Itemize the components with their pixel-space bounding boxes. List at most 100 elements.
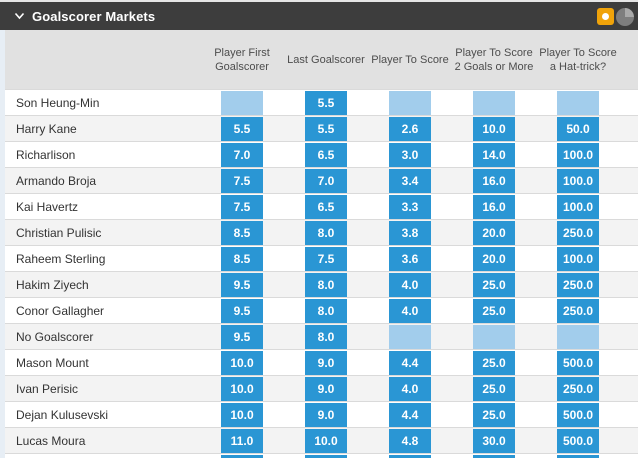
odds-cell[interactable]: 8.0 <box>305 273 347 298</box>
ball-dot <box>602 13 609 20</box>
odds-cell[interactable]: 10.0 <box>221 377 263 402</box>
odds-cell[interactable]: 10.0 <box>221 351 263 376</box>
odds-cell[interactable]: 250.0 <box>557 221 599 246</box>
column-header: Last Goalscorer <box>287 53 365 66</box>
odds-cell[interactable]: 9.0 <box>305 351 347 376</box>
player-name: Ivan Perisic <box>16 382 79 396</box>
odds-cell-suspended <box>389 91 431 116</box>
odds-cell[interactable]: 25.0 <box>473 299 515 324</box>
odds-cell[interactable]: 7.5 <box>305 247 347 272</box>
odds-cell[interactable]: 7.5 <box>221 195 263 220</box>
odds-cell[interactable]: 25.0 <box>473 377 515 402</box>
top-edge-line <box>0 0 638 2</box>
odds-cell[interactable]: 7.0 <box>221 143 263 168</box>
table-row: Conor Gallagher 9.5 8.0 4.0 25.0 250.0 <box>5 297 638 324</box>
chevron-down-icon[interactable] <box>14 12 25 20</box>
odds-cell[interactable]: 3.0 <box>389 143 431 168</box>
odds-cell[interactable]: 25.0 <box>473 351 515 376</box>
odds-cell[interactable]: 2.6 <box>389 117 431 142</box>
odds-cell[interactable]: 8.5 <box>221 247 263 272</box>
odds-cell[interactable]: 3.8 <box>389 221 431 246</box>
table-row: Ivan Perisic 10.0 9.0 4.0 25.0 250.0 <box>5 375 638 402</box>
player-name: Lucas Moura <box>16 434 86 448</box>
odds-cell[interactable]: 3.4 <box>389 169 431 194</box>
odds-cell[interactable]: 8.5 <box>221 221 263 246</box>
odds-cell[interactable]: 25.0 <box>473 403 515 428</box>
column-headers-row: Player First Goalscorer Last Goalscorer Pl… <box>5 30 638 89</box>
odds-cell[interactable]: 5.5 <box>305 117 347 142</box>
odds-cell[interactable]: 6.5 <box>305 195 347 220</box>
odds-cell[interactable]: 7.0 <box>305 169 347 194</box>
odds-cell[interactable] <box>473 455 515 458</box>
player-name: Dejan Kulusevski <box>16 408 109 422</box>
match-clock-icon[interactable] <box>616 8 634 26</box>
player-name: Richarlison <box>16 148 76 162</box>
odds-cell[interactable]: 14.0 <box>473 143 515 168</box>
odds-cell[interactable]: 30.0 <box>473 429 515 454</box>
column-header: Player First Goalscorer <box>214 46 270 73</box>
odds-cell[interactable]: 9.0 <box>305 377 347 402</box>
odds-cell-suspended <box>557 325 599 350</box>
odds-cell[interactable]: 4.4 <box>389 403 431 428</box>
odds-cell[interactable]: 10.0 <box>305 429 347 454</box>
odds-cell[interactable] <box>221 455 263 458</box>
odds-cell[interactable]: 9.5 <box>221 299 263 324</box>
odds-cell[interactable]: 250.0 <box>557 377 599 402</box>
odds-cell[interactable]: 10.0 <box>473 117 515 142</box>
odds-cell[interactable]: 8.0 <box>305 325 347 350</box>
odds-cell[interactable]: 10.0 <box>221 403 263 428</box>
odds-cell[interactable] <box>557 455 599 458</box>
table-row: Hakim Ziyech 9.5 8.0 4.0 25.0 250.0 <box>5 271 638 298</box>
odds-table: Son Heung-Min 5.5 Harry Kane 5.5 5.5 2.6 10.0 5… <box>5 89 638 458</box>
odds-cell[interactable]: 5.5 <box>305 91 347 116</box>
table-row-partial <box>5 453 638 458</box>
odds-cell[interactable]: 8.0 <box>305 299 347 324</box>
odds-cell[interactable]: 500.0 <box>557 429 599 454</box>
odds-cell[interactable]: 250.0 <box>557 273 599 298</box>
odds-cell[interactable]: 8.0 <box>305 221 347 246</box>
odds-cell[interactable]: 6.5 <box>305 143 347 168</box>
odds-cell[interactable]: 100.0 <box>557 247 599 272</box>
odds-cell[interactable]: 4.0 <box>389 377 431 402</box>
odds-cell[interactable]: 9.0 <box>305 403 347 428</box>
odds-cell[interactable]: 3.6 <box>389 247 431 272</box>
odds-cell[interactable]: 5.5 <box>221 117 263 142</box>
player-name: Mason Mount <box>16 356 89 370</box>
left-gutter <box>0 30 5 458</box>
odds-cell[interactable]: 4.8 <box>389 429 431 454</box>
odds-cell[interactable]: 4.4 <box>389 351 431 376</box>
column-header: Player To Score <box>371 53 449 66</box>
odds-cell[interactable]: 4.0 <box>389 273 431 298</box>
odds-cell[interactable]: 500.0 <box>557 351 599 376</box>
bet-boost-ball-icon[interactable] <box>597 8 614 25</box>
odds-cell[interactable]: 3.3 <box>389 195 431 220</box>
odds-cell[interactable]: 4.0 <box>389 299 431 324</box>
odds-cell[interactable] <box>389 455 431 458</box>
odds-cell[interactable]: 250.0 <box>557 299 599 324</box>
market-group-header-bar[interactable]: Goalscorer Markets <box>0 2 638 30</box>
player-name: Son Heung-Min <box>16 96 100 110</box>
odds-cell[interactable]: 500.0 <box>557 403 599 428</box>
table-row: Mason Mount 10.0 9.0 4.4 25.0 500.0 <box>5 349 638 376</box>
odds-cell[interactable]: 100.0 <box>557 143 599 168</box>
odds-cell[interactable]: 100.0 <box>557 195 599 220</box>
player-name: Raheem Sterling <box>16 252 106 266</box>
table-row: Christian Pulisic 8.5 8.0 3.8 20.0 250.0 <box>5 219 638 246</box>
odds-cell[interactable]: 50.0 <box>557 117 599 142</box>
odds-cell[interactable]: 25.0 <box>473 273 515 298</box>
odds-cell[interactable]: 20.0 <box>473 247 515 272</box>
odds-cell[interactable]: 9.5 <box>221 273 263 298</box>
odds-cell[interactable]: 100.0 <box>557 169 599 194</box>
odds-cell[interactable] <box>305 455 347 458</box>
table-row: Son Heung-Min 5.5 <box>5 89 638 116</box>
odds-cell[interactable]: 20.0 <box>473 221 515 246</box>
table-row: Lucas Moura 11.0 10.0 4.8 30.0 500.0 <box>5 427 638 454</box>
odds-cell[interactable]: 7.5 <box>221 169 263 194</box>
odds-cell[interactable]: 11.0 <box>221 429 263 454</box>
odds-cell-suspended <box>557 91 599 116</box>
table-row: Dejan Kulusevski 10.0 9.0 4.4 25.0 500.0 <box>5 401 638 428</box>
odds-cell[interactable]: 16.0 <box>473 195 515 220</box>
odds-cell[interactable]: 9.5 <box>221 325 263 350</box>
player-name: Armando Broja <box>16 174 97 188</box>
odds-cell[interactable]: 16.0 <box>473 169 515 194</box>
